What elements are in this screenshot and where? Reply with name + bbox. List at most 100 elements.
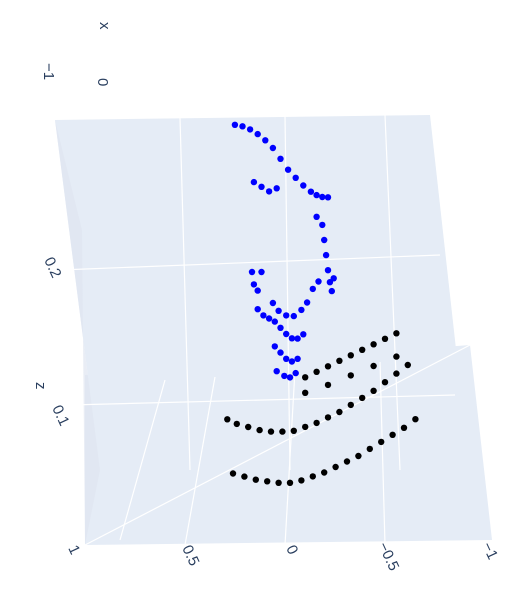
series-1-point-27 [343,458,351,465]
series-0-point-25 [248,268,256,276]
series-1-point-12 [359,394,366,402]
series-1-point-33 [412,416,419,423]
gridline-9 [84,344,471,546]
series-1-point-32 [400,424,408,431]
series-1-point-5 [279,428,286,435]
series-0-point-28 [269,299,277,307]
series-1-point-36 [324,363,332,370]
series-0-point-13 [324,194,332,201]
series-1-point-43 [302,389,309,396]
series-1-point-4 [267,428,275,435]
gridline-8 [379,361,386,546]
series-0-point-8 [292,174,299,181]
series-0-point-44 [300,331,307,338]
series-1-point-26 [332,463,339,471]
series-0-point-20 [322,251,330,259]
gridline-1 [284,115,291,471]
z-tick-label-0: 0.2 [40,255,64,281]
series-0-point-1 [239,123,246,130]
series-0-point-49 [294,355,301,362]
series-1-point-34 [302,374,309,381]
z-tick-label-1: 0.1 [48,403,72,429]
series-1-point-29 [366,445,373,453]
gridlines [59,114,471,546]
series-0-point-17 [273,185,280,192]
series-0-point-31 [290,312,297,320]
series-0-point-47 [283,355,290,362]
series-0-point-2 [246,126,254,133]
series-1-point-3 [256,426,263,434]
z-axis-title: z [32,382,49,390]
y-tick-label-1: 0.5 [178,543,202,569]
series-0-point-35 [315,278,322,285]
series-0-point-46 [277,349,284,356]
series-0-point-11 [313,191,320,199]
series-1-point-6 [290,427,297,434]
series-0-point-54 [258,268,265,276]
series-1-point-0 [224,416,231,423]
gridline-7 [284,369,296,546]
series-0-point-24 [330,275,337,282]
series-0-point-37 [260,312,267,319]
series-0-point-40 [277,324,284,331]
y-tick-label-3: −0.5 [374,540,402,574]
gridline-6 [184,376,216,546]
series-0-point-45 [271,343,278,350]
series-1-point-41 [381,335,389,342]
series-1-point-46 [370,362,377,370]
series-0-point-23 [328,287,335,295]
series-1-point-30 [378,438,385,446]
series-0-point-55 [313,213,320,220]
series-1-point-28 [355,452,362,460]
data-points [224,121,419,486]
series-0-point-48 [288,358,296,365]
series-1-point-19 [252,476,259,483]
series-1-point-42 [393,330,400,337]
series-0-point-41 [283,330,290,338]
series-1-point-37 [336,357,343,364]
x-tick-label-1: 0 [94,78,111,86]
gridline-4 [69,394,456,406]
series-0-point-43 [294,335,301,342]
series-1-point-20 [264,478,271,485]
series-1-point-47 [393,353,400,360]
series-0-point-29 [275,307,282,314]
series-0-point-21 [324,267,332,274]
series-1-point-10 [336,408,343,416]
series-1-point-40 [370,341,377,348]
series-1-point-15 [393,370,400,377]
series-1-point-14 [381,379,389,386]
series-1-point-35 [313,368,320,375]
series-1-point-21 [275,479,282,486]
series-0-point-38 [265,315,273,322]
series-0-point-6 [277,155,284,162]
series-0-point-34 [309,285,316,293]
series-1-point-7 [302,423,309,431]
series-1-point-1 [233,420,240,428]
series-0-point-14 [250,178,258,186]
series-0-point-32 [298,306,305,314]
series-0-point-5 [269,144,277,152]
series-0-point-27 [254,287,261,294]
series-0-point-19 [321,236,328,244]
series-0-point-53 [292,369,299,377]
series-1-point-22 [286,479,294,486]
x-tick-label-0: −1 [40,63,57,80]
series-1-point-23 [298,477,305,484]
series-1-point-16 [404,361,411,369]
series-0-point-42 [288,335,296,342]
series-0-point-33 [303,299,311,306]
series-1-point-11 [347,401,354,409]
gridline-5 [119,379,166,541]
series-1-point-44 [324,381,332,389]
series-0-point-9 [300,182,307,189]
series-1-point-2 [245,423,252,431]
series-0-point-16 [265,188,273,195]
series-0-point-4 [262,137,269,144]
series-1-point-25 [321,469,328,476]
axis-panes [55,115,492,545]
series-1-point-31 [389,431,396,438]
series-0-point-30 [283,312,290,319]
gridline-3 [59,254,441,271]
